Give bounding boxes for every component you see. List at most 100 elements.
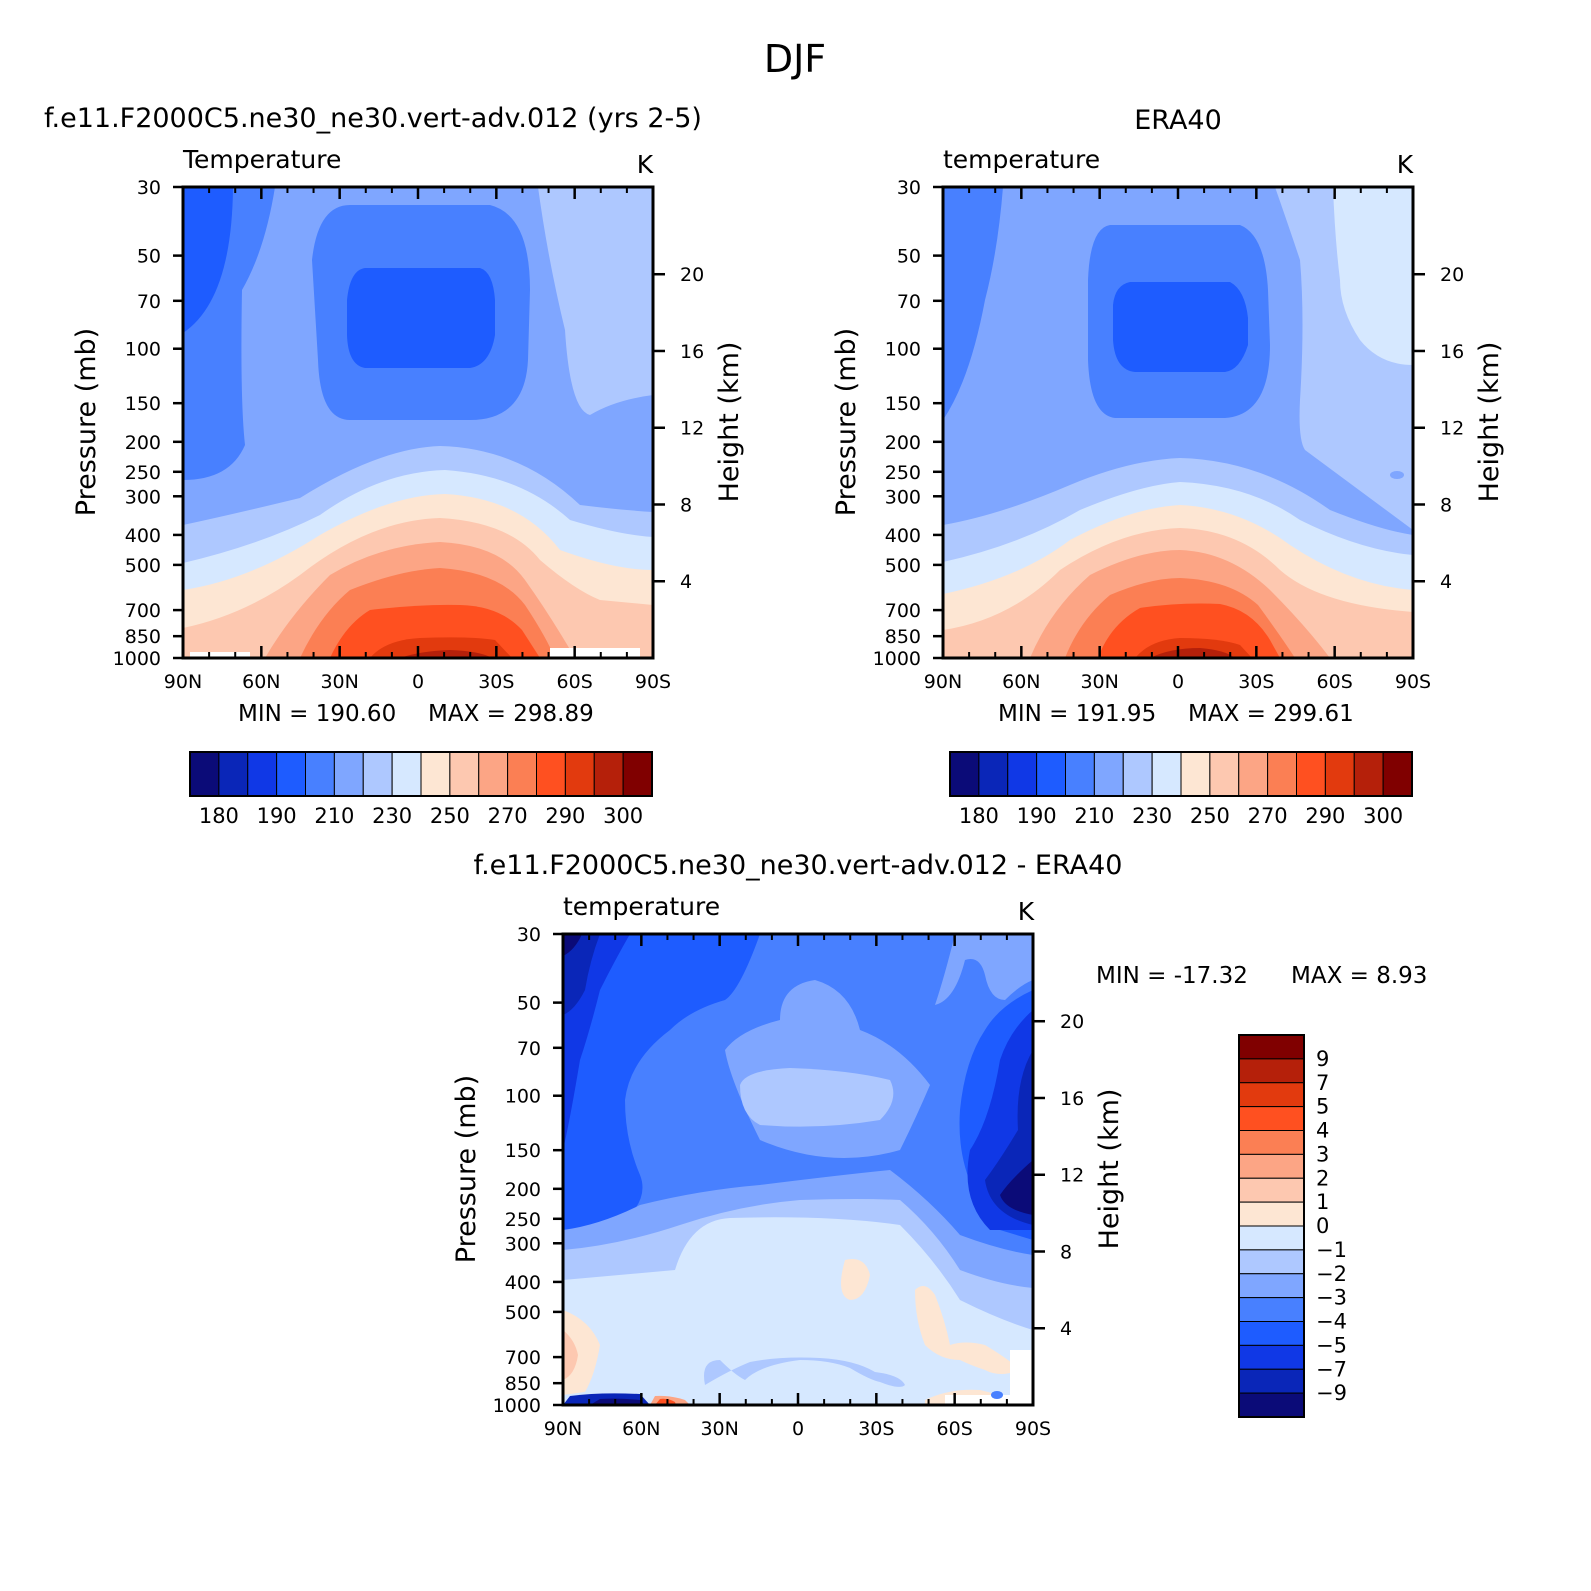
axes: 305070100150200250300400500700850100090N… (493, 924, 1085, 1440)
right-tick-label: 20 (1060, 1011, 1084, 1033)
y-tick-label: 200 (885, 432, 921, 454)
colorbar-label: −3 (1316, 1286, 1347, 1310)
y-tick-label: 850 (505, 1373, 541, 1395)
max-label: MAX = 8.93 (1291, 963, 1427, 989)
colorbar-swatch (564, 751, 595, 797)
band-1-2-left (563, 1330, 578, 1380)
right-tick-label: 12 (1440, 418, 1464, 440)
colorbar-label: −1 (1316, 1238, 1347, 1262)
y-tick-label: 500 (885, 555, 921, 577)
colorbar-swatch (449, 751, 480, 797)
right-tick-label: 16 (1440, 341, 1464, 363)
band-minus3-minus2-right (935, 934, 1033, 1005)
colorbar-swatch (1238, 751, 1269, 797)
y-tick-label: 70 (517, 1038, 541, 1060)
y-tick-label: 200 (125, 432, 161, 454)
colorbar-swatch (1238, 1273, 1305, 1299)
y-tick-label: 1000 (873, 648, 921, 670)
colorbar-label: 210 (314, 804, 354, 828)
colorbar-swatch (1238, 1058, 1305, 1084)
y-tick-label: 400 (885, 525, 921, 547)
y-tick-label: 70 (897, 291, 921, 313)
colorbar-swatch (1324, 751, 1355, 797)
band-4-5-bottom (655, 1398, 676, 1405)
y-tick-label: 400 (125, 525, 161, 547)
colorbar-swatch (593, 751, 624, 797)
x-tick-label: 90N (164, 671, 202, 693)
y-tick-label: 70 (137, 291, 161, 313)
panel-title: f.e11.F2000C5.ne30_ne30.vert-adv.012 (yr… (44, 103, 702, 134)
colorbar-swatch (1065, 751, 1095, 797)
axes: 305070100150200250300400500700850100090N… (873, 177, 1465, 693)
colorbar-swatch (1238, 1344, 1305, 1370)
right-axis-title: Height (km) (714, 342, 745, 503)
colorbar-label: 230 (372, 804, 412, 828)
right-tick-label: 12 (1060, 1165, 1084, 1187)
colorbar-swatch (1353, 751, 1384, 797)
plot-field (943, 187, 1413, 658)
y-tick-label: 400 (505, 1272, 541, 1294)
y-tick-label: 850 (885, 626, 921, 648)
colorbar-frame (189, 751, 653, 797)
axes: 305070100150200250300400500700850100090N… (113, 177, 705, 693)
colorbar-label: 270 (1248, 804, 1288, 828)
colorbar-label: 210 (1074, 804, 1114, 828)
colorbar-frame (949, 751, 1413, 797)
right-tick-label: 4 (1440, 571, 1452, 593)
band-below-minus9-bottom (590, 1398, 645, 1405)
band-below-minus9-left (563, 934, 582, 956)
right-tick-label: 20 (680, 264, 704, 286)
colorbar-label: 300 (1363, 804, 1403, 828)
right-tick-label: 12 (680, 418, 704, 440)
y-axis-title: Pressure (mb) (71, 328, 102, 516)
colorbar-swatch (1151, 751, 1182, 797)
panel-obs: ERA40 temperature K 30507010015020025030… (831, 105, 1505, 828)
colorbar-swatch (1238, 1153, 1305, 1179)
colorbar-label: 290 (545, 804, 585, 828)
band-minus2-minus1-strip (704, 1357, 905, 1387)
right-tick-label: 8 (680, 494, 692, 516)
x-tick-label: 90N (924, 671, 962, 693)
right-axis-title: Height (km) (1474, 342, 1505, 503)
colorbar-swatch (1238, 1177, 1305, 1203)
band-300-plus (400, 650, 492, 658)
panel-model: f.e11.F2000C5.ne30_ne30.vert-adv.012 (yr… (44, 103, 745, 828)
y-tick-label: 100 (125, 339, 161, 361)
y-tick-label: 1000 (493, 1395, 541, 1417)
y-tick-label: 300 (885, 486, 921, 508)
y-tick-label: 30 (137, 177, 161, 199)
y-tick-label: 700 (125, 600, 161, 622)
colorbar-label: 270 (488, 804, 528, 828)
colorbar-label: 250 (430, 804, 470, 828)
colorbar-label: 7 (1316, 1071, 1329, 1095)
y-tick-label: 700 (505, 1347, 541, 1369)
colorbar-swatch (1382, 751, 1413, 797)
colorbar-swatch (1238, 1225, 1305, 1251)
missing-data (190, 652, 250, 658)
x-tick-label: 0 (412, 671, 424, 693)
right-tick-label: 8 (1440, 494, 1452, 516)
right-tick-label: 4 (680, 571, 692, 593)
band-below-minus9-right (1000, 1160, 1033, 1215)
units-label: K (637, 150, 654, 179)
x-tick-label: 60N (242, 671, 280, 693)
colorbar-swatch (536, 751, 566, 797)
colorbar-swatch (189, 751, 220, 797)
colorbar-swatch (1007, 751, 1038, 797)
colorbar-label: 9 (1316, 1047, 1329, 1071)
colorbar-swatch (420, 751, 451, 797)
colorbar-label: 250 (1190, 804, 1230, 828)
colorbar-swatch (305, 751, 335, 797)
x-tick-label: 60S (557, 671, 593, 693)
x-tick-label: 30S (478, 671, 514, 693)
y-tick-label: 30 (897, 177, 921, 199)
y-tick-label: 250 (885, 462, 921, 484)
max-label: MAX = 299.61 (1188, 701, 1354, 727)
band-200-210 (183, 187, 233, 333)
colorbar-swatch (1209, 751, 1240, 797)
panel-subtitle: Temperature (182, 145, 341, 174)
colorbar-swatch (1238, 1034, 1305, 1060)
y-tick-label: 500 (505, 1302, 541, 1324)
